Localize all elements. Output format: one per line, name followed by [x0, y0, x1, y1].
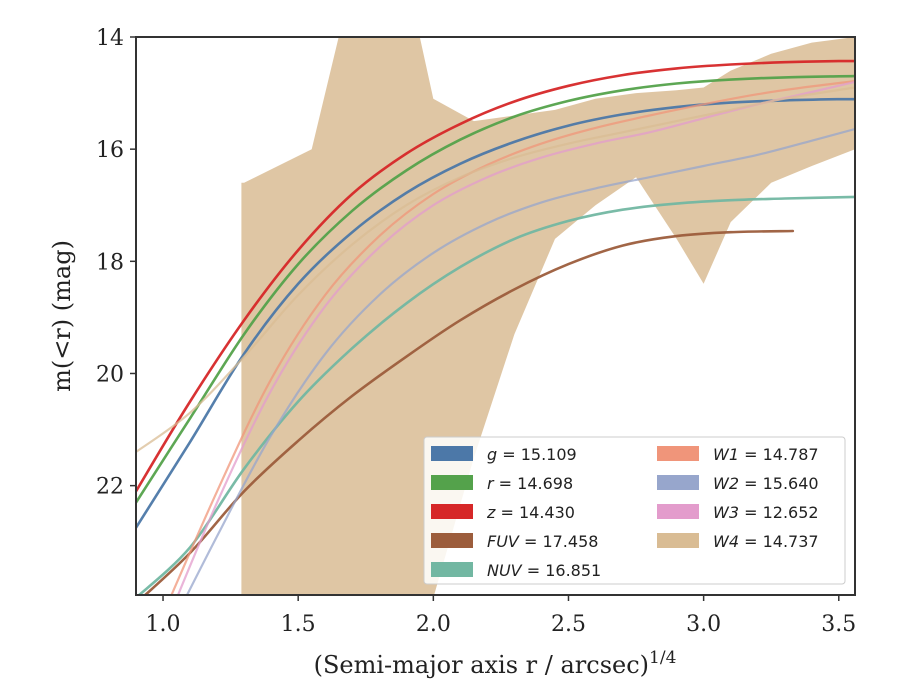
- series-line-r: [136, 74, 855, 504]
- legend-swatch-g: [431, 446, 473, 461]
- legend-swatch-w4: [657, 533, 699, 548]
- y-tick-label: 22: [96, 475, 124, 500]
- series-line-fuv: [143, 229, 795, 595]
- series-line-g: [136, 97, 855, 529]
- legend-label-g: g = 15.109: [487, 445, 577, 464]
- series-line-z: [136, 59, 855, 493]
- legend-swatch-w1: [657, 446, 699, 461]
- x-tick-label: 3.5: [821, 612, 856, 637]
- legend-box: [423, 436, 846, 585]
- legend-label-w1: W1 = 14.787: [713, 445, 819, 464]
- plot-frame: [135, 36, 856, 596]
- x-tick-label: 1.0: [146, 612, 181, 637]
- series-line-w1: [170, 80, 855, 595]
- x-tick-label: 2.5: [551, 612, 586, 637]
- series-line-w2: [185, 127, 855, 595]
- legend-swatch-nuv: [431, 562, 473, 577]
- y-tick-label: 14: [96, 26, 124, 51]
- x-tick-label: 2.0: [416, 612, 451, 637]
- band-layer: [241, 37, 855, 595]
- legend-label-r: r = 14.698: [487, 474, 573, 493]
- x-tick-label: 1.5: [281, 612, 316, 637]
- series-line-nuv: [137, 195, 855, 595]
- legend-swatch-w3: [657, 504, 699, 519]
- legend-swatch-z: [431, 504, 473, 519]
- x-axis-label-superscript: 1/4: [649, 648, 676, 668]
- series-line-w4: [136, 86, 855, 454]
- x-axis-ticks: 1.0 1.5 2.0 2.5 3.0 3.5: [146, 595, 856, 637]
- legend-label-nuv: NUV = 16.851: [487, 561, 601, 580]
- legend-swatch-w2: [657, 475, 699, 490]
- legend-swatch-r: [431, 475, 473, 490]
- y-tick-label: 18: [96, 250, 124, 275]
- legend-swatch-fuv: [431, 533, 473, 548]
- w4-uncertainty-band: [241, 37, 855, 595]
- y-tick-label: 20: [96, 362, 124, 387]
- legend-label-w2: W2 = 15.640: [713, 474, 819, 493]
- legend-label-w3: W3 = 12.652: [713, 503, 819, 522]
- legend-label-w4: W4 = 14.737: [713, 532, 819, 551]
- x-tick-label: 3.0: [686, 612, 721, 637]
- y-axis-ticks: 14 16 18 20 22: [96, 26, 136, 500]
- legend-label-z: z = 14.430: [486, 503, 575, 522]
- x-axis-label: (Semi-major axis r / arcsec)1/4: [314, 648, 677, 679]
- legend-label-fuv: FUV = 17.458: [487, 532, 598, 551]
- y-axis-label: m(<r) (mag): [48, 240, 76, 392]
- legend: g = 15.109 r = 14.698 z = 14.430 FUV = 17.4…: [423, 436, 846, 585]
- series-layer: [136, 59, 855, 595]
- y-tick-label: 16: [96, 138, 124, 163]
